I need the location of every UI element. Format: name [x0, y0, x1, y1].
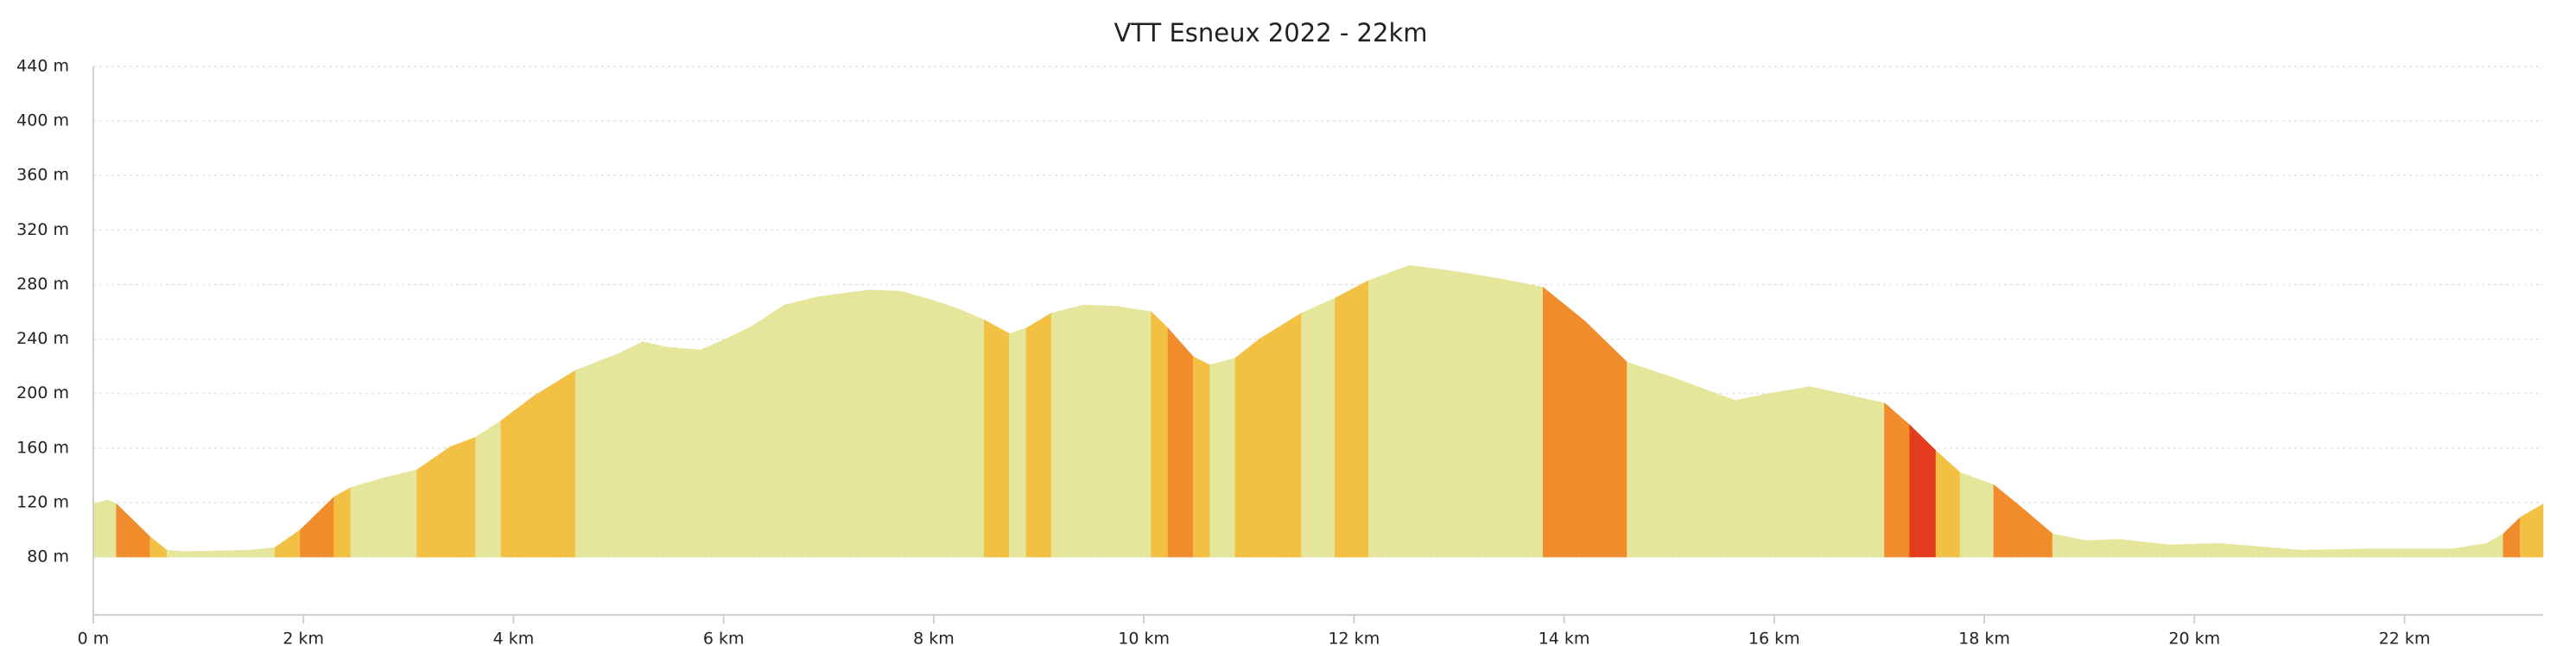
elevation-segment — [1627, 361, 1669, 558]
elevation-segment — [2302, 548, 2370, 558]
elevation-segment — [350, 478, 384, 558]
y-tick-label: 360 m — [16, 166, 69, 185]
elevation-segment — [1192, 356, 1211, 558]
elevation-segment — [1542, 286, 1586, 558]
y-tick-label: 400 m — [16, 111, 69, 130]
elevation-segment — [1234, 338, 1260, 558]
elevation-segment — [1935, 450, 1961, 558]
elevation-segment — [166, 549, 184, 558]
elevation-segment — [1009, 327, 1027, 558]
elevation-segment — [533, 370, 576, 558]
elevation-segment — [300, 496, 334, 558]
elevation-segment — [574, 353, 619, 558]
elevation-segment — [149, 535, 168, 558]
elevation-segment — [333, 487, 352, 558]
elevation-segment — [784, 296, 819, 558]
elevation-segment — [958, 308, 985, 558]
elevation-segment — [1909, 424, 1937, 558]
elevation-segment — [1050, 304, 1085, 558]
x-tick-label: 6 km — [703, 630, 745, 646]
x-tick-label: 12 km — [1328, 630, 1380, 646]
y-tick-label: 320 m — [16, 220, 69, 239]
elevation-segment — [1209, 358, 1236, 558]
elevation-segment — [1959, 472, 1995, 558]
y-tick-label: 240 m — [16, 329, 69, 348]
elevation-segment — [817, 289, 869, 558]
elevation-segment — [1584, 320, 1627, 558]
elevation-segment — [617, 341, 644, 558]
elevation-segment — [1501, 278, 1544, 558]
elevation-segment — [450, 436, 476, 558]
elevation-segment — [642, 341, 668, 558]
elevation-segment — [1167, 327, 1194, 558]
elevation-segment — [2118, 539, 2170, 558]
chart-title: VTT Esneux 2022 - 22km — [1114, 18, 1427, 48]
elevation-segment — [1667, 375, 1736, 558]
elevation-segment — [725, 326, 752, 558]
y-tick-label: 280 m — [16, 275, 69, 294]
elevation-segment — [107, 499, 117, 558]
x-tick-label: 20 km — [2168, 630, 2220, 646]
elevation-segment — [116, 503, 150, 558]
elevation-segment — [1993, 484, 2020, 558]
elevation-segment — [868, 289, 902, 558]
elevation-segment — [700, 339, 726, 558]
elevation-segment — [1151, 311, 1169, 558]
x-tick-label: 10 km — [1118, 630, 1170, 646]
elevation-segment — [750, 304, 785, 558]
elevation-segment — [416, 446, 451, 558]
elevation-segment — [666, 346, 701, 558]
elevation-segment — [1809, 386, 1836, 558]
elevation-segment — [2085, 539, 2119, 558]
elevation-segment — [500, 396, 534, 558]
elevation-segment — [2486, 533, 2504, 558]
elevation-segment — [1301, 297, 1336, 558]
elevation-segment — [1083, 304, 1119, 558]
y-tick-label: 120 m — [16, 492, 69, 511]
elevation-segment — [1884, 402, 1910, 558]
elevation-segment — [1768, 386, 1811, 558]
x-tick-label: 2 km — [282, 630, 324, 646]
x-tick-label: 4 km — [493, 630, 535, 646]
elevation-segment — [983, 319, 1010, 558]
elevation-segment — [249, 547, 276, 558]
x-tick-label: 18 km — [1958, 630, 2010, 646]
y-tick-label: 160 m — [16, 438, 69, 457]
elevation-segment — [1835, 391, 1885, 558]
y-tick-label: 440 m — [16, 57, 69, 76]
elevation-segment — [92, 499, 109, 558]
elevation-segment — [1451, 270, 1503, 558]
elevation-segment — [1368, 264, 1411, 558]
elevation-segment — [183, 549, 251, 558]
x-tick-label: 8 km — [913, 630, 955, 646]
elevation-segment — [475, 420, 502, 558]
elevation-segment — [2168, 542, 2220, 558]
elevation-segment — [2219, 542, 2303, 558]
elevation-segment — [2370, 548, 2453, 558]
x-tick-label: 14 km — [1539, 630, 1590, 646]
elevation-segment — [2018, 504, 2053, 558]
elevation-segment — [1409, 265, 1452, 558]
x-tick-label: 22 km — [2379, 630, 2431, 646]
elevation-segment — [2519, 503, 2544, 558]
elevation-segment — [934, 300, 960, 558]
y-tick-label: 80 m — [27, 548, 69, 567]
elevation-segment — [2052, 533, 2087, 558]
elevation-segment — [1117, 306, 1152, 558]
elevation-segment — [275, 529, 301, 558]
x-tick-label: 0 m — [78, 630, 110, 646]
x-tick-label: 16 km — [1748, 630, 1800, 646]
y-tick-label: 200 m — [16, 383, 69, 402]
elevation-segment — [1735, 393, 1770, 558]
elevation-segment — [2503, 516, 2521, 558]
elevation-segment — [1025, 313, 1052, 558]
elevation-segment — [1259, 313, 1302, 558]
elevation-segment — [383, 469, 417, 558]
elevation-segment — [2452, 542, 2487, 558]
elevation-segment — [900, 290, 936, 558]
elevation-segment — [1335, 280, 1369, 558]
